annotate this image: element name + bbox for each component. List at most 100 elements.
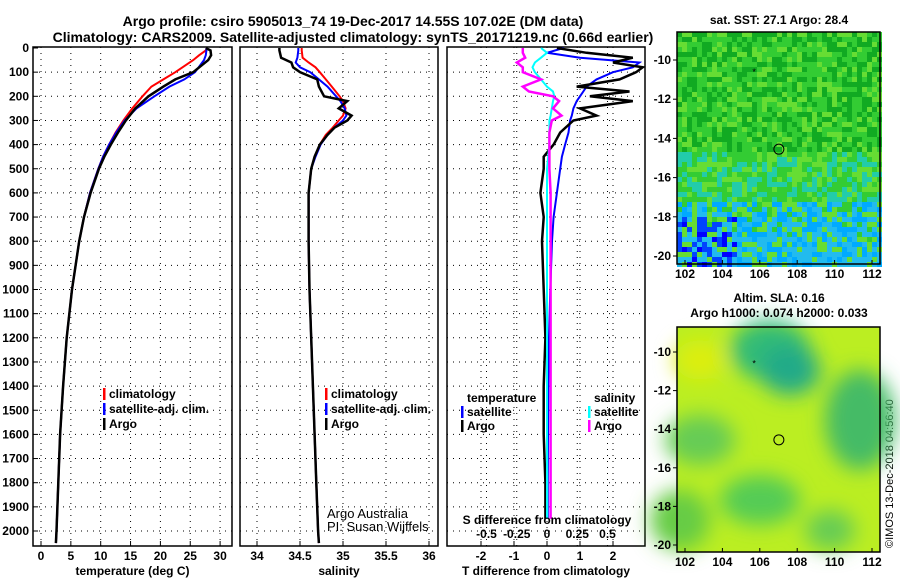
sst-pixel <box>702 222 707 227</box>
x-tick-label: 34 <box>250 549 264 563</box>
sst-pixel <box>827 157 832 162</box>
y-tick-label: 200 <box>9 89 29 103</box>
sst-pixel <box>772 207 777 212</box>
sst-pixel <box>777 177 782 182</box>
sst-pixel <box>697 47 702 52</box>
sst-pixel <box>797 237 802 242</box>
sst-pixel <box>697 177 702 182</box>
sst-pixel <box>677 117 682 122</box>
sst-pixel <box>812 72 817 77</box>
y-tick-label: 0 <box>22 41 29 55</box>
sst-pixel <box>837 52 842 57</box>
y-tick-label: 1100 <box>3 307 29 321</box>
sst-pixel <box>677 232 682 237</box>
sst-pixel <box>852 92 857 97</box>
sst-pixel <box>767 207 772 212</box>
sst-pixel <box>827 247 832 252</box>
sst-pixel <box>772 72 777 77</box>
legend-label: satellite <box>467 405 512 419</box>
sst-pixel <box>872 82 877 87</box>
sst-pixel <box>747 217 752 222</box>
sst-pixel <box>802 32 807 37</box>
sst-pixel <box>852 247 857 252</box>
sst-pixel <box>757 107 762 112</box>
sst-pixel <box>707 52 712 57</box>
sst-pixel <box>837 77 842 82</box>
sst-pixel <box>777 112 782 117</box>
sst-pixel <box>847 142 852 147</box>
sst-pixel <box>782 232 787 237</box>
sst-pixel <box>872 157 877 162</box>
lon-tick-label: 112 <box>862 267 882 281</box>
sst-pixel <box>712 67 717 72</box>
sst-pixel <box>807 247 812 252</box>
sst-pixel <box>787 252 792 257</box>
sst-pixel <box>682 257 687 262</box>
sst-pixel <box>767 222 772 227</box>
sst-pixel <box>772 182 777 187</box>
sst-pixel <box>747 162 752 167</box>
sst-pixel <box>692 137 697 142</box>
sst-pixel <box>732 232 737 237</box>
sst-pixel <box>807 187 812 192</box>
sst-pixel <box>867 122 872 127</box>
sst-pixel <box>707 157 712 162</box>
sst-pixel <box>857 112 862 117</box>
sst-pixel <box>682 197 687 202</box>
sst-pixel <box>702 92 707 97</box>
sst-pixel <box>797 192 802 197</box>
sst-pixel <box>797 92 802 97</box>
sst-pixel <box>817 207 822 212</box>
sst-pixel <box>812 117 817 122</box>
sst-pixel <box>727 107 732 112</box>
sst-pixel <box>792 117 797 122</box>
sst-pixel <box>867 197 872 202</box>
sst-pixel <box>712 102 717 107</box>
sst-pixel <box>687 132 692 137</box>
sst-pixel <box>762 162 767 167</box>
sst-pixel <box>742 77 747 82</box>
sst-pixel <box>697 252 702 257</box>
sst-pixel <box>697 227 702 232</box>
sst-pixel <box>767 97 772 102</box>
sst-pixel <box>752 57 757 62</box>
sst-pixel <box>762 197 767 202</box>
sst-pixel <box>847 242 852 247</box>
sst-pixel <box>757 72 762 77</box>
sst-pixel <box>752 217 757 222</box>
sst-pixel <box>777 82 782 87</box>
sst-pixel <box>817 242 822 247</box>
sst-pixel <box>767 202 772 207</box>
sst-pixel <box>787 167 792 172</box>
sst-pixel <box>777 257 782 262</box>
sst-pixel <box>822 97 827 102</box>
sst-pixel <box>717 142 722 147</box>
sst-pixel <box>712 227 717 232</box>
sst-pixel <box>862 72 867 77</box>
sst-pixel <box>742 157 747 162</box>
sst-pixel <box>712 72 717 77</box>
sst-pixel <box>797 82 802 87</box>
sst-pixel <box>817 132 822 137</box>
sst-pixel <box>777 132 782 137</box>
sst-pixel <box>707 62 712 67</box>
legend-label: Argo <box>331 417 359 431</box>
sst-pixel <box>747 212 752 217</box>
sst-pixel <box>722 32 727 37</box>
sst-pixel <box>817 42 822 47</box>
sst-pixel <box>757 147 762 152</box>
sst-pixel <box>792 72 797 77</box>
sst-pixel <box>862 37 867 42</box>
sst-pixel <box>702 97 707 102</box>
sst-pixel <box>827 147 832 152</box>
sst-pixel <box>682 97 687 102</box>
sst-pixel <box>852 232 857 237</box>
sst-pixel <box>742 242 747 247</box>
sst-pixel <box>857 67 862 72</box>
sst-pixel <box>722 62 727 67</box>
sst-pixel <box>827 227 832 232</box>
sst-map: * <box>673 31 882 267</box>
sst-pixel <box>867 157 872 162</box>
sst-pixel <box>687 47 692 52</box>
sst-pixel <box>687 237 692 242</box>
